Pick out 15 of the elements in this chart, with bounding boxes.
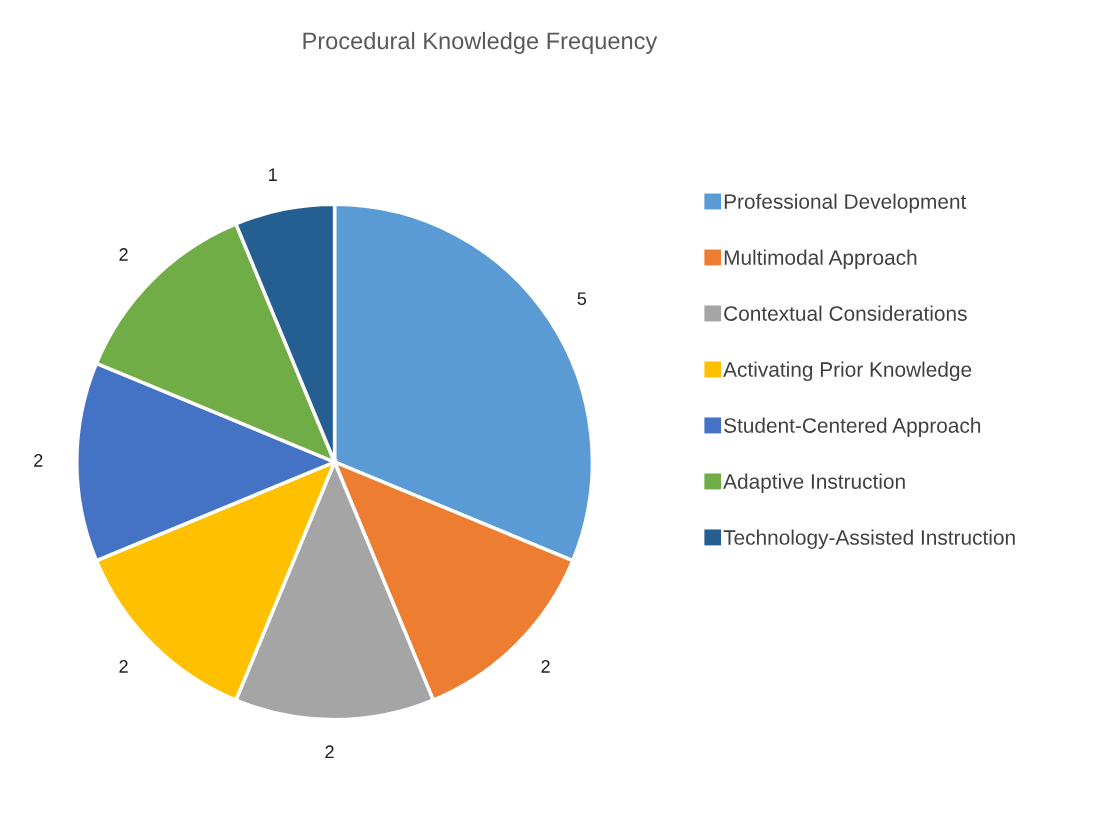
data-label: 5	[577, 292, 587, 305]
data-label: 2	[119, 660, 128, 673]
chart-title: Procedural Knowledge Frequency	[303, 31, 658, 54]
data-label: 1	[269, 168, 277, 181]
data-label: 2	[325, 745, 334, 758]
legend-label: Multimodal Approach	[724, 249, 917, 270]
legend-label: Activating Prior Knowledge	[723, 361, 972, 382]
data-label: 2	[119, 248, 128, 261]
legend-label: Student-Centered Approach	[724, 417, 981, 438]
legend-label: Technology-Assisted Instruction	[723, 529, 1015, 549]
legend-label: Adaptive Instruction	[723, 473, 905, 493]
data-label: 2	[34, 454, 43, 467]
data-label: 2	[541, 660, 550, 673]
legend-label: Contextual Considerations	[724, 305, 967, 321]
legend-label: Professional Development	[724, 193, 967, 214]
